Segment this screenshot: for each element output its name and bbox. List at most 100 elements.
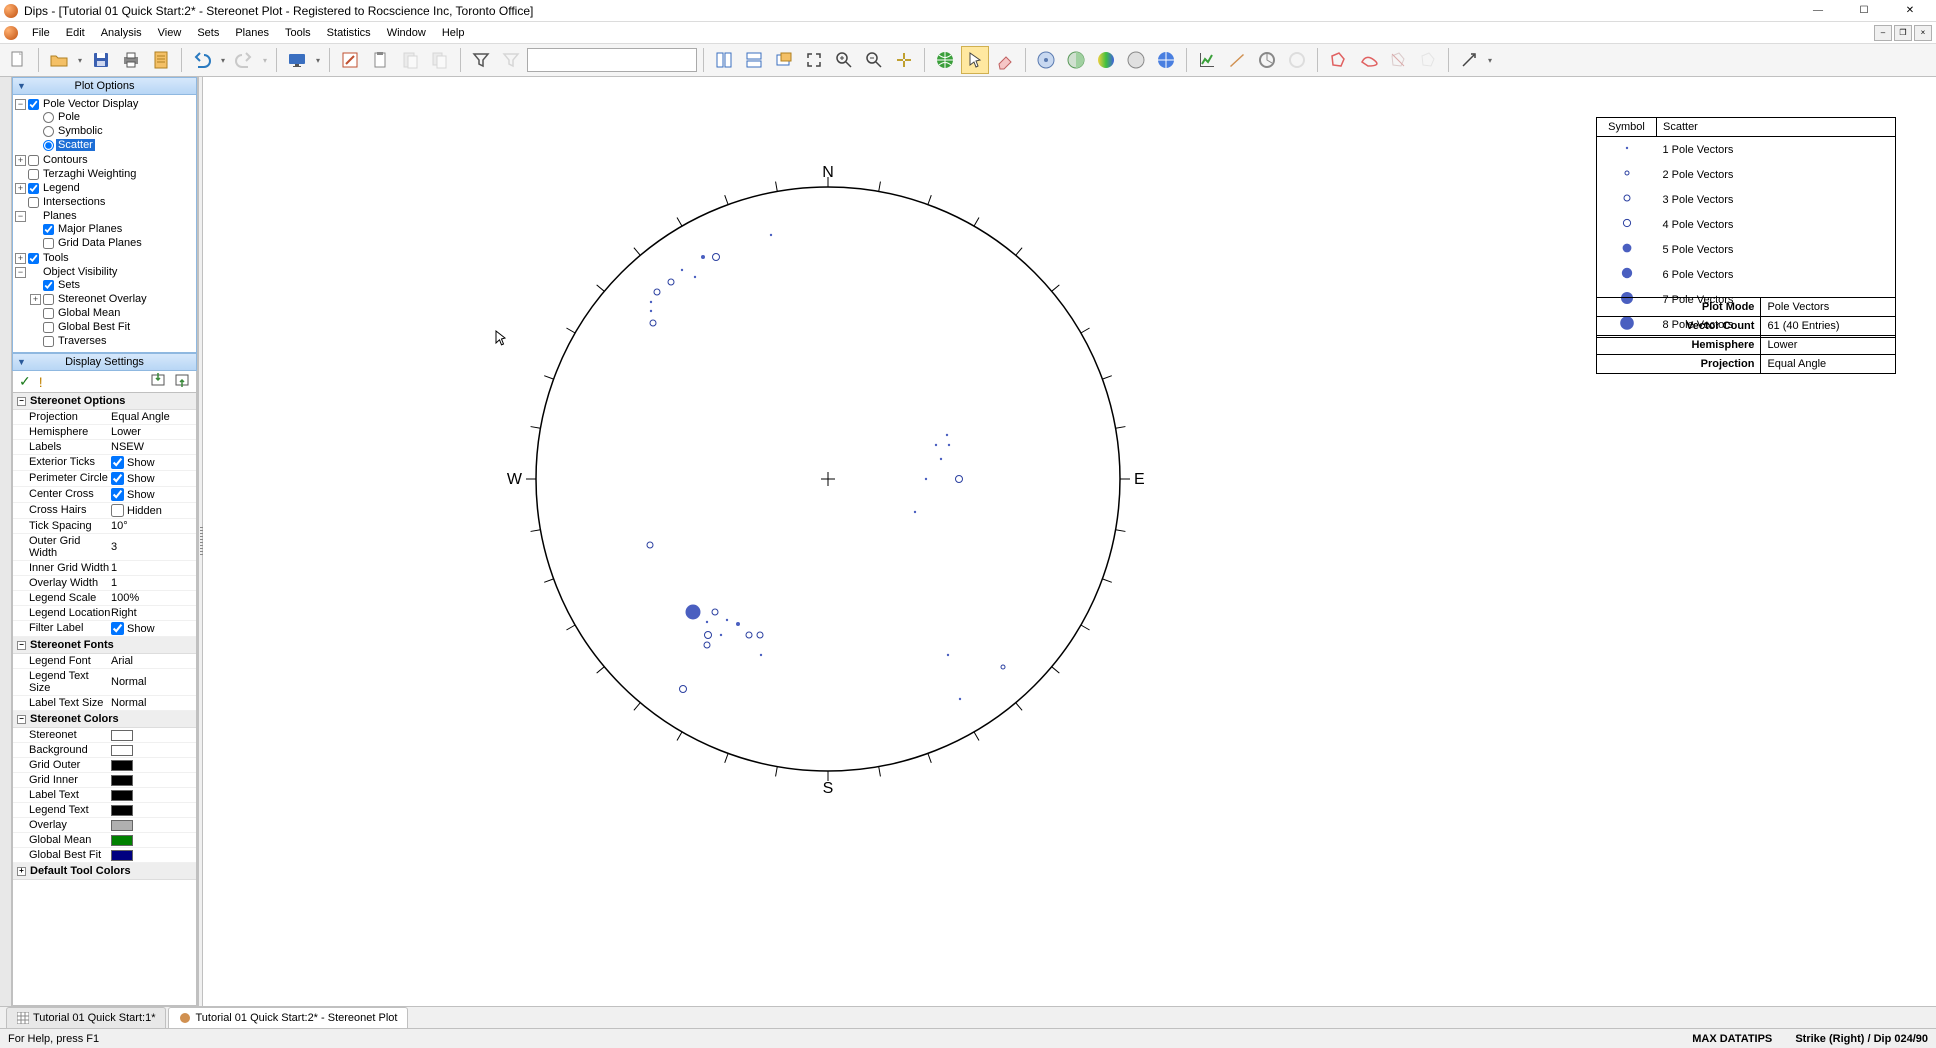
tree-grid-data-planes[interactable]: Grid Data Planes bbox=[56, 237, 144, 249]
tree-sets[interactable]: Sets bbox=[56, 279, 82, 291]
tree-intersections[interactable]: Intersections bbox=[41, 196, 107, 208]
globe1-button[interactable] bbox=[931, 46, 959, 74]
global-bf-checkbox[interactable] bbox=[43, 322, 54, 333]
maximize-button[interactable]: ☐ bbox=[1842, 0, 1886, 22]
clipboard-button[interactable] bbox=[366, 46, 394, 74]
filter-button[interactable] bbox=[467, 46, 495, 74]
tree-terzaghi[interactable]: Terzaghi Weighting bbox=[41, 168, 138, 180]
tree-traverses[interactable]: Traverses bbox=[56, 335, 109, 347]
save-button[interactable] bbox=[87, 46, 115, 74]
tab-grid-view[interactable]: Tutorial 01 Quick Start:1* bbox=[6, 1007, 166, 1028]
contours-checkbox[interactable] bbox=[28, 155, 39, 166]
display-settings-header[interactable]: ▼Display Settings bbox=[12, 353, 197, 371]
tree-pole-vector[interactable]: Pole Vector Display bbox=[41, 98, 140, 110]
split-view-button[interactable] bbox=[740, 46, 768, 74]
cross-hairs-checkbox[interactable] bbox=[111, 504, 124, 517]
global-mean-checkbox[interactable] bbox=[43, 308, 54, 319]
export-icon[interactable] bbox=[174, 372, 190, 391]
menu-sets[interactable]: Sets bbox=[189, 25, 227, 41]
prop-group-fonts[interactable]: −Stereonet Fonts bbox=[13, 637, 196, 654]
filter-off-button[interactable] bbox=[497, 46, 525, 74]
menu-statistics[interactable]: Statistics bbox=[319, 25, 379, 41]
tree-symbolic[interactable]: Symbolic bbox=[56, 125, 105, 137]
tab-stereonet-plot[interactable]: Tutorial 01 Quick Start:2* - Stereonet P… bbox=[168, 1007, 408, 1028]
poly2-button[interactable] bbox=[1354, 46, 1382, 74]
sphere4-button[interactable] bbox=[1122, 46, 1150, 74]
grid-data-planes-checkbox[interactable] bbox=[43, 238, 54, 249]
import-icon[interactable] bbox=[150, 372, 166, 391]
menu-file[interactable]: File bbox=[24, 25, 58, 41]
open-dropdown[interactable]: ▾ bbox=[75, 56, 85, 65]
perimeter-checkbox[interactable] bbox=[111, 472, 124, 485]
undo-button[interactable] bbox=[188, 46, 216, 74]
arrow-button[interactable] bbox=[1455, 46, 1483, 74]
new-window-button[interactable] bbox=[770, 46, 798, 74]
mdi-minimize-button[interactable]: – bbox=[1874, 25, 1892, 41]
zoom-in-button[interactable] bbox=[830, 46, 858, 74]
redo-dropdown[interactable]: ▾ bbox=[260, 56, 270, 65]
tree-expand-icon[interactable]: + bbox=[15, 155, 26, 166]
tree-tools[interactable]: Tools bbox=[41, 252, 71, 264]
filter-label-checkbox[interactable] bbox=[111, 622, 124, 635]
intersections-checkbox[interactable] bbox=[28, 197, 39, 208]
legend-checkbox[interactable] bbox=[28, 183, 39, 194]
paste-button[interactable] bbox=[396, 46, 424, 74]
sets-checkbox[interactable] bbox=[43, 280, 54, 291]
display-dropdown[interactable]: ▾ bbox=[313, 56, 323, 65]
undo-dropdown[interactable]: ▾ bbox=[218, 56, 228, 65]
plot-area[interactable]: NSEW SymbolScatter 1 Pole Vectors2 Pole … bbox=[203, 77, 1936, 1006]
display-button[interactable] bbox=[283, 46, 311, 74]
open-button[interactable] bbox=[45, 46, 73, 74]
poly3-button[interactable] bbox=[1384, 46, 1412, 74]
chart-button[interactable] bbox=[1193, 46, 1221, 74]
center-cross-checkbox[interactable] bbox=[111, 488, 124, 501]
slope-button[interactable] bbox=[1223, 46, 1251, 74]
eraser-button[interactable] bbox=[991, 46, 1019, 74]
fit-button[interactable] bbox=[800, 46, 828, 74]
cursor-mode-button[interactable] bbox=[961, 46, 989, 74]
tree-major-planes[interactable]: Major Planes bbox=[56, 223, 124, 235]
symbolic-radio[interactable] bbox=[43, 126, 54, 137]
menu-window[interactable]: Window bbox=[379, 25, 434, 41]
tree-contours[interactable]: Contours bbox=[41, 154, 90, 166]
overlay-checkbox[interactable] bbox=[43, 294, 54, 305]
traverses-checkbox[interactable] bbox=[43, 336, 54, 347]
left-gutter[interactable] bbox=[0, 77, 12, 1006]
new-button[interactable] bbox=[4, 46, 32, 74]
tools-checkbox[interactable] bbox=[28, 253, 39, 264]
color-swatch[interactable] bbox=[111, 730, 133, 741]
tree-global-bf[interactable]: Global Best Fit bbox=[56, 321, 132, 333]
sphere3-button[interactable] bbox=[1092, 46, 1120, 74]
mdi-close-button[interactable]: × bbox=[1914, 25, 1932, 41]
poly1-button[interactable] bbox=[1324, 46, 1352, 74]
grid-view-button[interactable] bbox=[710, 46, 738, 74]
redo-button[interactable] bbox=[230, 46, 258, 74]
menu-edit[interactable]: Edit bbox=[58, 25, 93, 41]
tree-global-mean[interactable]: Global Mean bbox=[56, 307, 122, 319]
major-planes-checkbox[interactable] bbox=[43, 224, 54, 235]
circle1-button[interactable] bbox=[1253, 46, 1281, 74]
menu-tools[interactable]: Tools bbox=[277, 25, 319, 41]
mdi-restore-button[interactable]: ❐ bbox=[1894, 25, 1912, 41]
tree-object-visibility[interactable]: Object Visibility bbox=[41, 266, 119, 278]
minimize-button[interactable]: — bbox=[1796, 0, 1840, 22]
copy-button[interactable] bbox=[426, 46, 454, 74]
circle2-button[interactable] bbox=[1283, 46, 1311, 74]
menu-analysis[interactable]: Analysis bbox=[93, 25, 150, 41]
tree-legend[interactable]: Legend bbox=[41, 182, 82, 194]
menu-planes[interactable]: Planes bbox=[227, 25, 277, 41]
sphere5-button[interactable] bbox=[1152, 46, 1180, 74]
prop-group-colors[interactable]: −Stereonet Colors bbox=[13, 711, 196, 728]
ext-ticks-checkbox[interactable] bbox=[111, 456, 124, 469]
prop-group-stereonet-options[interactable]: −Stereonet Options bbox=[13, 393, 196, 410]
apply-icon[interactable]: ✓ bbox=[19, 373, 31, 390]
prop-projection-v[interactable]: Equal Angle bbox=[111, 411, 196, 423]
notes-button[interactable] bbox=[147, 46, 175, 74]
tree-scatter[interactable]: Scatter bbox=[56, 139, 95, 151]
menu-view[interactable]: View bbox=[150, 25, 190, 41]
pan-button[interactable] bbox=[890, 46, 918, 74]
tree-collapse-icon[interactable]: − bbox=[15, 99, 26, 110]
sphere1-button[interactable] bbox=[1032, 46, 1060, 74]
zoom-out-button[interactable] bbox=[860, 46, 888, 74]
scatter-radio[interactable] bbox=[43, 140, 54, 151]
